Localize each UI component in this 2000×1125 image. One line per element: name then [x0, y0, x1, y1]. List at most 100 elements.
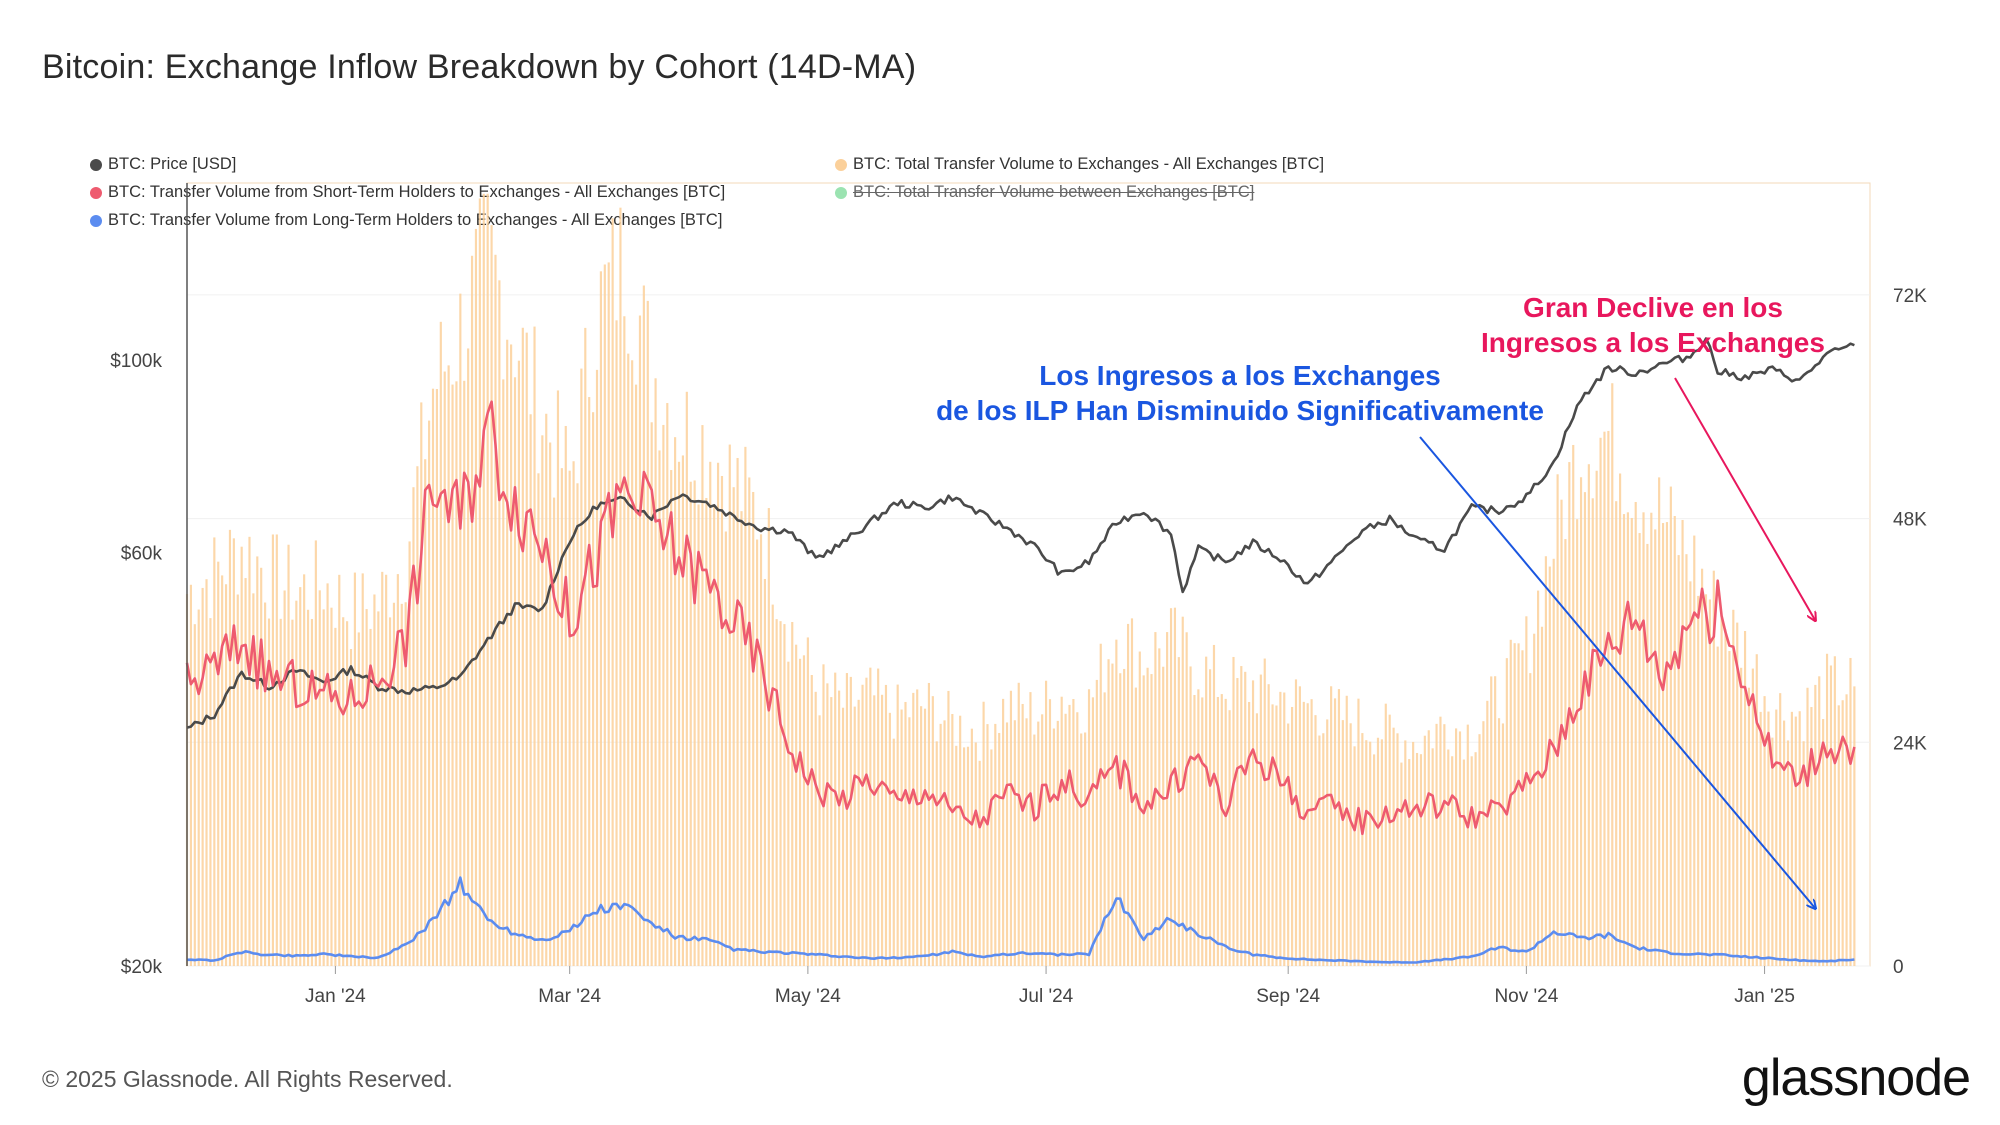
bar-total-volume [299, 587, 302, 966]
bar-total-volume [962, 747, 966, 966]
bar-total-volume [838, 690, 841, 966]
bar-total-volume [521, 327, 524, 966]
bar-total-volume [1661, 523, 1665, 966]
bar-total-volume [1736, 622, 1739, 966]
bar-total-volume [1626, 512, 1629, 966]
bar-total-volume [1423, 735, 1426, 966]
bar-total-volume [1556, 474, 1559, 966]
bar-total-volume [599, 271, 602, 966]
bar-total-volume [916, 689, 919, 966]
bar-total-volume [1412, 741, 1415, 966]
bar-total-volume [556, 390, 560, 966]
bar-total-volume [951, 714, 954, 966]
bar-total-volume [1169, 608, 1173, 966]
bar-total-volume [1818, 676, 1821, 966]
bar-total-volume [549, 442, 552, 966]
bar-total-volume [826, 683, 829, 966]
bar-total-volume [1181, 616, 1184, 966]
bar-total-volume [1099, 643, 1102, 966]
legend-item-total-volume[interactable]: BTC: Total Transfer Volume to Exchanges … [835, 155, 1324, 174]
bar-total-volume [1150, 674, 1153, 966]
bar-total-volume [338, 574, 341, 966]
bar-total-volume [486, 193, 489, 966]
bar-total-volume [1763, 696, 1766, 966]
bar-total-volume [959, 715, 962, 966]
annotation-lth-line1: Los Ingresos a los Exchanges [1039, 360, 1440, 391]
bar-total-volume [1728, 651, 1731, 966]
bar-total-volume [1470, 756, 1473, 966]
bar-total-volume [435, 389, 438, 966]
bar-total-volume [1619, 473, 1622, 966]
bar-total-volume [1552, 558, 1555, 966]
bar-total-volume [1193, 694, 1196, 966]
bar-total-volume [1033, 734, 1036, 966]
bar-total-volume [1415, 752, 1419, 966]
bar-total-volume [658, 450, 661, 966]
bar-total-volume [1587, 464, 1590, 966]
bar-total-volume [1388, 714, 1391, 966]
bar-total-volume [595, 369, 599, 966]
bar-total-volume [818, 715, 821, 966]
bar-total-volume [1786, 740, 1790, 966]
bar-total-volume [748, 477, 751, 966]
bar-total-volume [1478, 734, 1481, 966]
bar-total-volume [392, 602, 396, 966]
bar-total-volume [1677, 555, 1680, 966]
bar-total-volume [1790, 711, 1793, 966]
bar-total-volume [1064, 713, 1067, 966]
x-tick-label: Nov '24 [1494, 986, 1558, 1007]
bar-total-volume [1091, 697, 1095, 966]
bar-total-volume [674, 437, 677, 966]
bar-total-volume [385, 574, 388, 966]
bar-total-volume [314, 540, 317, 966]
legend-item-lth[interactable]: BTC: Transfer Volume from Long-Term Hold… [90, 211, 722, 230]
bar-total-volume [1404, 740, 1407, 966]
bar-total-volume [982, 701, 985, 966]
bar-total-volume [1220, 694, 1223, 966]
bar-total-volume [439, 321, 442, 966]
glassnode-logo: glassnode [1741, 1049, 1971, 1107]
y-right-tick-label: 72K [1893, 286, 1927, 307]
bar-total-volume [1068, 704, 1071, 966]
bar-total-volume [1384, 703, 1387, 966]
bar-total-volume [1052, 728, 1055, 966]
bar-total-volume [1044, 680, 1048, 966]
bar-total-volume [252, 593, 255, 966]
bar-total-volume [568, 470, 571, 966]
bar-total-volume [248, 536, 251, 966]
bar-total-volume [1166, 632, 1169, 966]
bar-total-volume [1095, 679, 1098, 966]
bar-total-volume [1654, 529, 1657, 966]
bar-total-volume [1255, 713, 1259, 966]
bar-total-volume [1337, 689, 1341, 966]
bar-total-volume [1533, 633, 1536, 966]
bar-total-volume [1177, 657, 1180, 966]
bar-total-volume [346, 621, 349, 966]
bar-total-volume [822, 664, 825, 966]
bar-total-volume [1794, 716, 1797, 966]
bar-total-volume [1248, 701, 1251, 966]
bar-total-volume [455, 381, 458, 966]
legend-item-price[interactable]: BTC: Price [USD] [90, 155, 236, 174]
bar-total-volume [888, 712, 891, 966]
bar-total-volume [724, 531, 727, 966]
bar-total-volume [322, 609, 325, 966]
bar-total-volume [1540, 626, 1544, 966]
bar-total-volume [1314, 715, 1317, 966]
bar-total-volume [1447, 749, 1450, 966]
bar-total-volume [1693, 535, 1696, 966]
legend-item-sth[interactable]: BTC: Transfer Volume from Short-Term Hol… [90, 183, 725, 202]
bar-total-volume [1814, 684, 1817, 966]
legend-item-between-exchanges[interactable]: BTC: Total Transfer Volume between Excha… [835, 183, 1254, 202]
bar-total-volume [470, 255, 474, 966]
bar-total-volume [756, 539, 759, 966]
x-tick-label: Jan '25 [1734, 986, 1795, 1007]
bar-total-volume [451, 384, 454, 967]
x-tick-label: Sep '24 [1256, 986, 1320, 1007]
bar-total-volume [1349, 723, 1352, 966]
bar-total-volume [1494, 676, 1497, 966]
bar-total-volume [1205, 656, 1208, 966]
bar-total-volume [1189, 666, 1192, 966]
bar-total-volume [478, 198, 481, 967]
bar-total-volume [1474, 752, 1477, 966]
